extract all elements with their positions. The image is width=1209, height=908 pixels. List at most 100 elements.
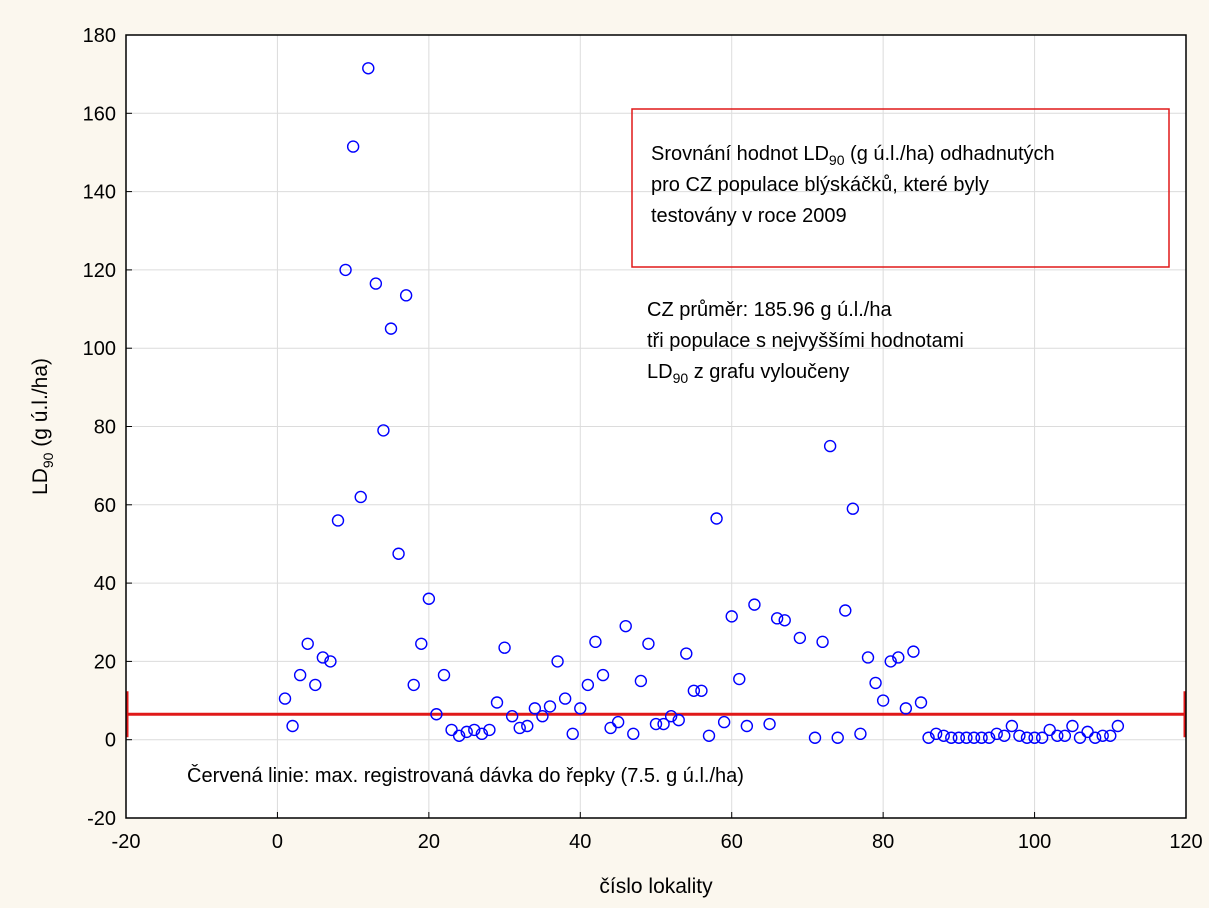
data-point [611,715,625,729]
data-point [945,731,958,744]
data-point [975,731,988,744]
data-point [907,645,920,658]
data-point [763,717,776,731]
data-point [1104,729,1117,742]
y-axis-title-rest: (g ú.l./ha) [29,358,52,453]
data-point [982,731,996,744]
data-point [672,713,685,727]
data-point [952,731,966,744]
data-point [422,592,436,605]
data-point [468,723,481,737]
data-point [702,729,716,742]
data-point [521,719,534,733]
y-axis-title-sub: 90 [40,452,56,468]
data-points [278,62,1125,744]
data-point [899,702,913,715]
data-point [823,439,837,453]
data-point [770,612,784,625]
data-point [1020,731,1034,744]
data-point [566,727,579,741]
annotation-box-line1-post: (g ú.l./ha) odhadnutých [844,143,1054,165]
data-point [914,696,928,709]
data-point [377,424,390,437]
data-point [869,676,882,690]
y-tick-label: 160 [83,103,116,125]
data-point [960,731,973,744]
data-point [642,637,655,650]
data-point [884,655,897,668]
y-tick-label: 180 [83,25,116,47]
data-point [1005,719,1019,733]
data-point [733,672,746,686]
data-point [1111,719,1125,733]
data-point [543,700,557,713]
y-tick-label: -20 [87,808,116,830]
data-point [808,731,822,744]
data-point [1058,729,1072,742]
y-tick-label: 80 [94,417,116,439]
mean-note-line2: tři populace s nejvyššími hodnotami [647,330,964,352]
data-point [415,637,428,650]
data-point [922,731,935,744]
data-point [558,692,572,705]
data-point [460,725,473,739]
y-tick-label: 140 [83,182,116,204]
data-point [551,655,564,668]
data-point [793,631,807,645]
tick-labels: -20 0 20 40 60 80 100 120 -20 0 20 40 60 80 100 120 140 1… [83,25,1203,853]
data-point [384,322,398,335]
data-point [286,719,299,733]
data-point [490,696,504,709]
data-point [505,710,519,723]
data-point [324,655,337,668]
data-point [664,710,678,723]
data-point [430,708,443,721]
x-tick-label: 100 [1018,831,1051,853]
data-point [839,604,852,617]
x-tick-label: 40 [569,831,591,853]
data-point [604,721,617,735]
mean-note-line3: LD90 z grafu vyloučeny [647,361,849,386]
data-point [937,729,950,742]
annotation-box-line1-pre: Srovnání hodnot LD [651,143,829,165]
data-point [278,692,292,705]
x-tick-label: -20 [112,831,141,853]
y-tick-label: 60 [94,495,116,517]
x-tick-label: 60 [721,831,743,853]
data-point [513,721,526,735]
y-tick-label: 100 [83,338,116,360]
data-point [293,668,307,682]
data-point [710,512,723,525]
data-point [1013,729,1026,742]
data-point [339,263,352,277]
x-tick-label: 80 [872,831,894,853]
data-point [369,277,383,290]
y-axis-title: LD90 (g ú.l./ha) [29,358,56,495]
data-point [687,684,701,697]
annotation-box-line2: pro CZ populace blýskáčků, které byly [651,174,989,196]
data-point [498,641,511,654]
data-point [831,731,844,744]
data-point [596,668,610,682]
data-point [589,635,602,649]
x-tick-label: 20 [418,831,440,853]
data-point [695,684,708,697]
data-point [1051,729,1064,742]
data-point [892,651,905,664]
reference-line-group [125,691,1187,738]
data-point [1028,731,1041,744]
data-point [475,727,489,741]
data-point [816,635,829,649]
data-point [740,719,754,733]
x-tick-label: 0 [272,831,283,853]
mean-note-line3-pre: LD [647,361,673,383]
data-point [1073,731,1087,744]
data-point [1096,729,1109,742]
data-point [657,717,670,731]
y-tick-label: 120 [83,260,116,282]
annotation-box-line3: testovány v roce 2009 [651,205,847,227]
data-point [990,727,1003,741]
data-point [876,694,890,707]
data-point [1081,725,1094,739]
